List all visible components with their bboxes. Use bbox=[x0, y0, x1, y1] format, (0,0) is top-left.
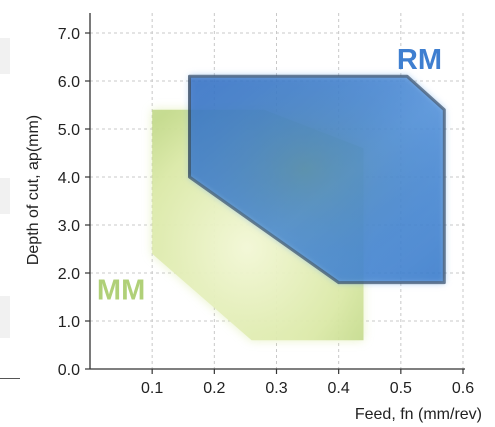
y-axis-title: Depth of cut, ap(mm) bbox=[25, 115, 42, 265]
x-tick-label: 0.6 bbox=[452, 380, 474, 397]
series-label-rm: RM bbox=[397, 44, 442, 76]
x-tick-label: 0.5 bbox=[390, 380, 412, 397]
x-tick-label: 0.4 bbox=[328, 380, 350, 397]
axes bbox=[85, 13, 465, 374]
x-tick-label: 0.1 bbox=[141, 380, 163, 397]
series-label-mm: MM bbox=[97, 274, 145, 306]
series-areas bbox=[152, 74, 446, 341]
y-tick-label: 4.0 bbox=[58, 170, 80, 187]
page-edge-fragment bbox=[0, 296, 10, 338]
y-tick-label: 1.0 bbox=[58, 314, 80, 331]
y-tick-label: 7.0 bbox=[58, 26, 80, 43]
axis-labels: MM RM 0.0 1.0 2.0 3.0 4.0 5.0 6.0 7.0 0.1 0.2 0.3 0.4… bbox=[25, 26, 482, 423]
x-tick-label: 0.3 bbox=[265, 380, 287, 397]
page-edge-fragment bbox=[0, 38, 10, 74]
y-tick-label: 2.0 bbox=[58, 266, 80, 283]
y-tick-label: 0.0 bbox=[58, 362, 80, 379]
y-tick-label: 5.0 bbox=[58, 122, 80, 139]
series-area-rim-rm bbox=[188, 75, 446, 284]
series-area-shade-rm bbox=[189, 76, 445, 283]
y-tick-label: 6.0 bbox=[58, 74, 80, 91]
page-edge-fragment bbox=[0, 178, 10, 214]
x-tick-label: 0.2 bbox=[203, 380, 225, 397]
y-tick-label: 3.0 bbox=[58, 218, 80, 235]
x-axis-title: Feed, fn (mm/rev) bbox=[355, 406, 482, 423]
page-edge-rule bbox=[0, 378, 20, 379]
